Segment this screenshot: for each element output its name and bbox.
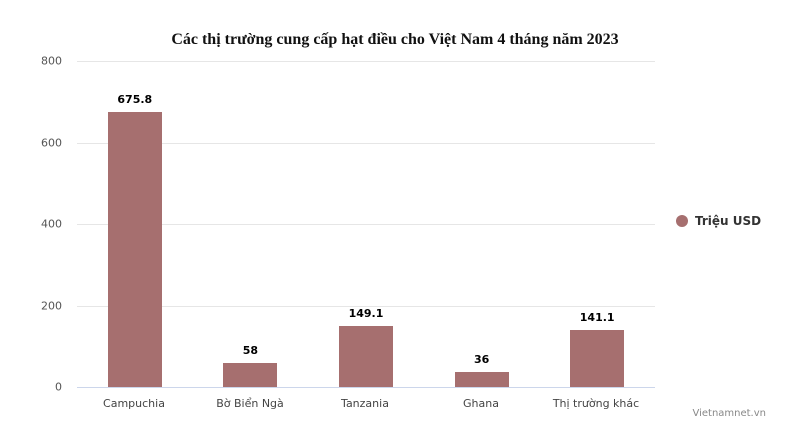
x-label-ghana: Ghana	[463, 397, 499, 410]
source-credit: Vietnamnet.vn	[692, 408, 766, 419]
bar-value-label: 58	[242, 344, 259, 358]
y-tick-400: 400	[41, 217, 62, 231]
gridline-400	[77, 224, 655, 225]
bar-value-label: 675.8	[117, 92, 153, 106]
x-label-bo-bien-nga: Bờ Biển Ngà	[216, 397, 284, 410]
bar[interactable]	[107, 111, 162, 387]
x-label-tanzania: Tanzania	[341, 397, 389, 410]
bar[interactable]	[454, 372, 509, 387]
chart-title: Các thị trường cung cấp hạt điều cho Việ…	[171, 31, 619, 48]
x-label-thi-truong-khac: Thị trường khác	[552, 397, 640, 410]
legend-item[interactable]: Triệu USD	[676, 214, 761, 228]
y-tick-200: 200	[41, 299, 62, 312]
legend-label: Triệu USD	[695, 214, 762, 228]
y-tick-0: 0	[55, 380, 62, 394]
gridline-600	[77, 142, 655, 144]
plot-area	[77, 61, 655, 388]
legend-dot-icon	[676, 215, 688, 227]
y-tick-800: 800	[41, 54, 62, 68]
gridline-800	[77, 61, 655, 62]
bar[interactable]	[339, 326, 393, 387]
bar-value-label: 141.1	[579, 310, 615, 324]
bar-value-label: 36	[473, 353, 490, 367]
x-axis-line	[77, 387, 655, 388]
y-tick-600: 600	[41, 136, 62, 149]
bar[interactable]	[223, 363, 278, 387]
bar-value-label: 149.1	[348, 307, 384, 321]
gridline-200	[77, 305, 655, 307]
x-label-campuchia: Campuchia	[103, 397, 165, 410]
bar[interactable]	[570, 329, 625, 387]
